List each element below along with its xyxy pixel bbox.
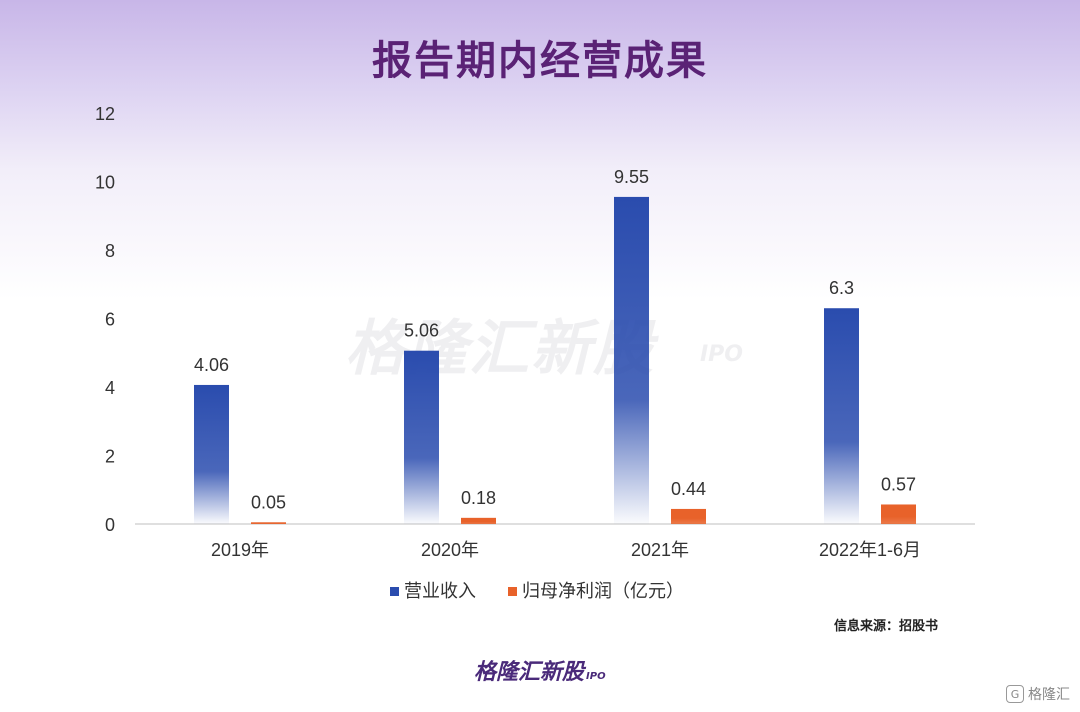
- x-tick-label: 2022年1-6月: [819, 540, 921, 560]
- legend-label: 归母净利润（亿元）: [522, 581, 684, 602]
- bar-1-3: [881, 504, 916, 524]
- x-tick-label: 2020年: [421, 540, 479, 560]
- data-label: 6.3: [829, 278, 854, 298]
- y-tick-label: 4: [105, 378, 115, 398]
- bar-0-0: [194, 384, 229, 524]
- y-tick-label: 2: [105, 447, 115, 467]
- corner-logo: G 格隆汇: [1006, 684, 1070, 704]
- data-label: 0.57: [881, 474, 916, 494]
- bar-0-1: [404, 350, 439, 524]
- source-note: 信息来源：招股书: [833, 619, 938, 634]
- data-label: 5.06: [404, 321, 439, 341]
- brand-ipo: IPO: [586, 671, 606, 682]
- brand-logo: 格隆汇新股 IPO: [474, 654, 606, 686]
- data-label: 4.06: [194, 355, 229, 375]
- bar-0-3: [824, 308, 859, 524]
- corner-logo-text: 格隆汇: [1028, 687, 1070, 703]
- watermark-ipo: IPO: [700, 342, 744, 367]
- y-tick-label: 10: [95, 173, 115, 193]
- data-label: 0.05: [251, 492, 286, 512]
- y-tick-label: 0: [105, 515, 115, 535]
- data-label: 0.18: [461, 488, 496, 508]
- g-logo-icon: G: [1006, 685, 1024, 703]
- data-label: 9.55: [614, 167, 649, 187]
- legend-swatch-0: [390, 587, 399, 596]
- x-tick-label: 2019年: [211, 540, 269, 560]
- legend-label: 营业收入: [404, 581, 476, 602]
- y-tick-label: 12: [95, 104, 115, 124]
- legend-swatch-1: [508, 587, 517, 596]
- x-tick-label: 2021年: [631, 540, 689, 560]
- bar-1-2: [671, 508, 706, 524]
- y-tick-label: 8: [105, 241, 115, 261]
- bar-1-1: [461, 517, 496, 524]
- page-title: 报告期内经营成果: [372, 38, 708, 84]
- bar-0-2: [614, 196, 649, 524]
- watermark-text: 格隆汇新股: [345, 314, 655, 384]
- brand-name: 格隆汇新股: [474, 660, 585, 685]
- bar-1-0: [251, 522, 286, 524]
- data-label: 0.44: [671, 479, 706, 499]
- y-tick-label: 6: [105, 310, 115, 330]
